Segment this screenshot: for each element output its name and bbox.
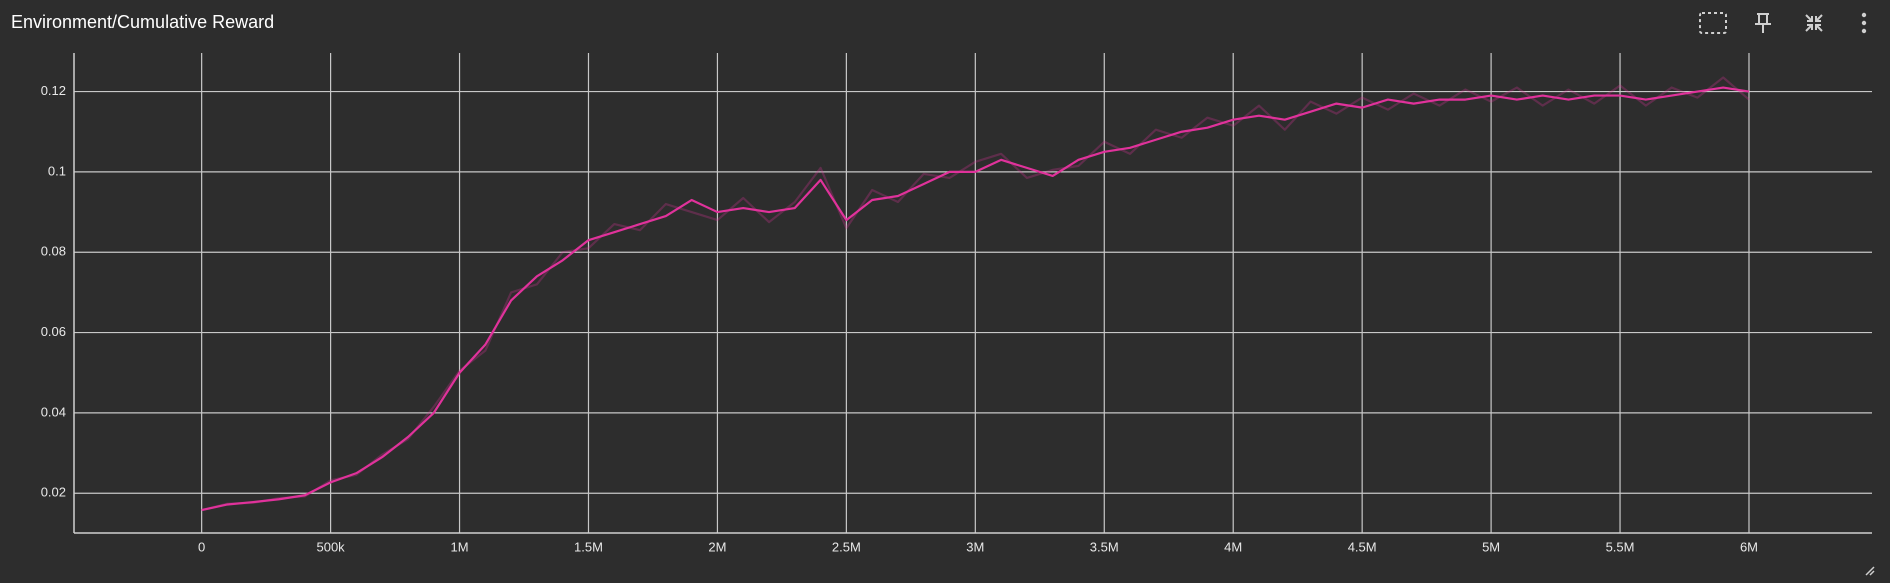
y-tick-label: 0.04 [41, 404, 66, 419]
resize-handle[interactable] [1865, 566, 1875, 576]
x-tick-label: 5M [1482, 539, 1500, 554]
y-tick-label: 0.06 [41, 324, 66, 339]
x-tick-label: 1.5M [574, 539, 603, 554]
y-tick-label: 0.1 [48, 163, 66, 178]
x-tick-label: 4M [1224, 539, 1242, 554]
series-line [201, 76, 1750, 512]
x-tick-label: 6M [1740, 539, 1758, 554]
x-tick-label: 2.5M [832, 539, 861, 554]
collapse-button[interactable] [1805, 14, 1823, 32]
x-tick-label: 5.5M [1606, 539, 1635, 554]
fit-domain-button[interactable] [1699, 12, 1727, 34]
x-tick-label: 500k [316, 539, 345, 554]
y-tick-label: 0.02 [41, 485, 66, 500]
x-tick-label: 4.5M [1348, 539, 1377, 554]
x-tick-label: 0 [198, 539, 205, 554]
series-line [201, 86, 1750, 512]
y-tick-label: 0.12 [41, 83, 66, 98]
toolbar [1699, 12, 1867, 34]
x-tick-label: 1M [451, 539, 469, 554]
more-button[interactable] [1861, 12, 1867, 34]
chart-title: Environment/Cumulative Reward [11, 12, 274, 32]
x-tick-label: 3.5M [1090, 539, 1119, 554]
pin-button[interactable] [1755, 13, 1771, 33]
x-tick-label: 2M [708, 539, 726, 554]
x-tick-label: 3M [966, 539, 984, 554]
y-tick-label: 0.08 [41, 244, 66, 259]
